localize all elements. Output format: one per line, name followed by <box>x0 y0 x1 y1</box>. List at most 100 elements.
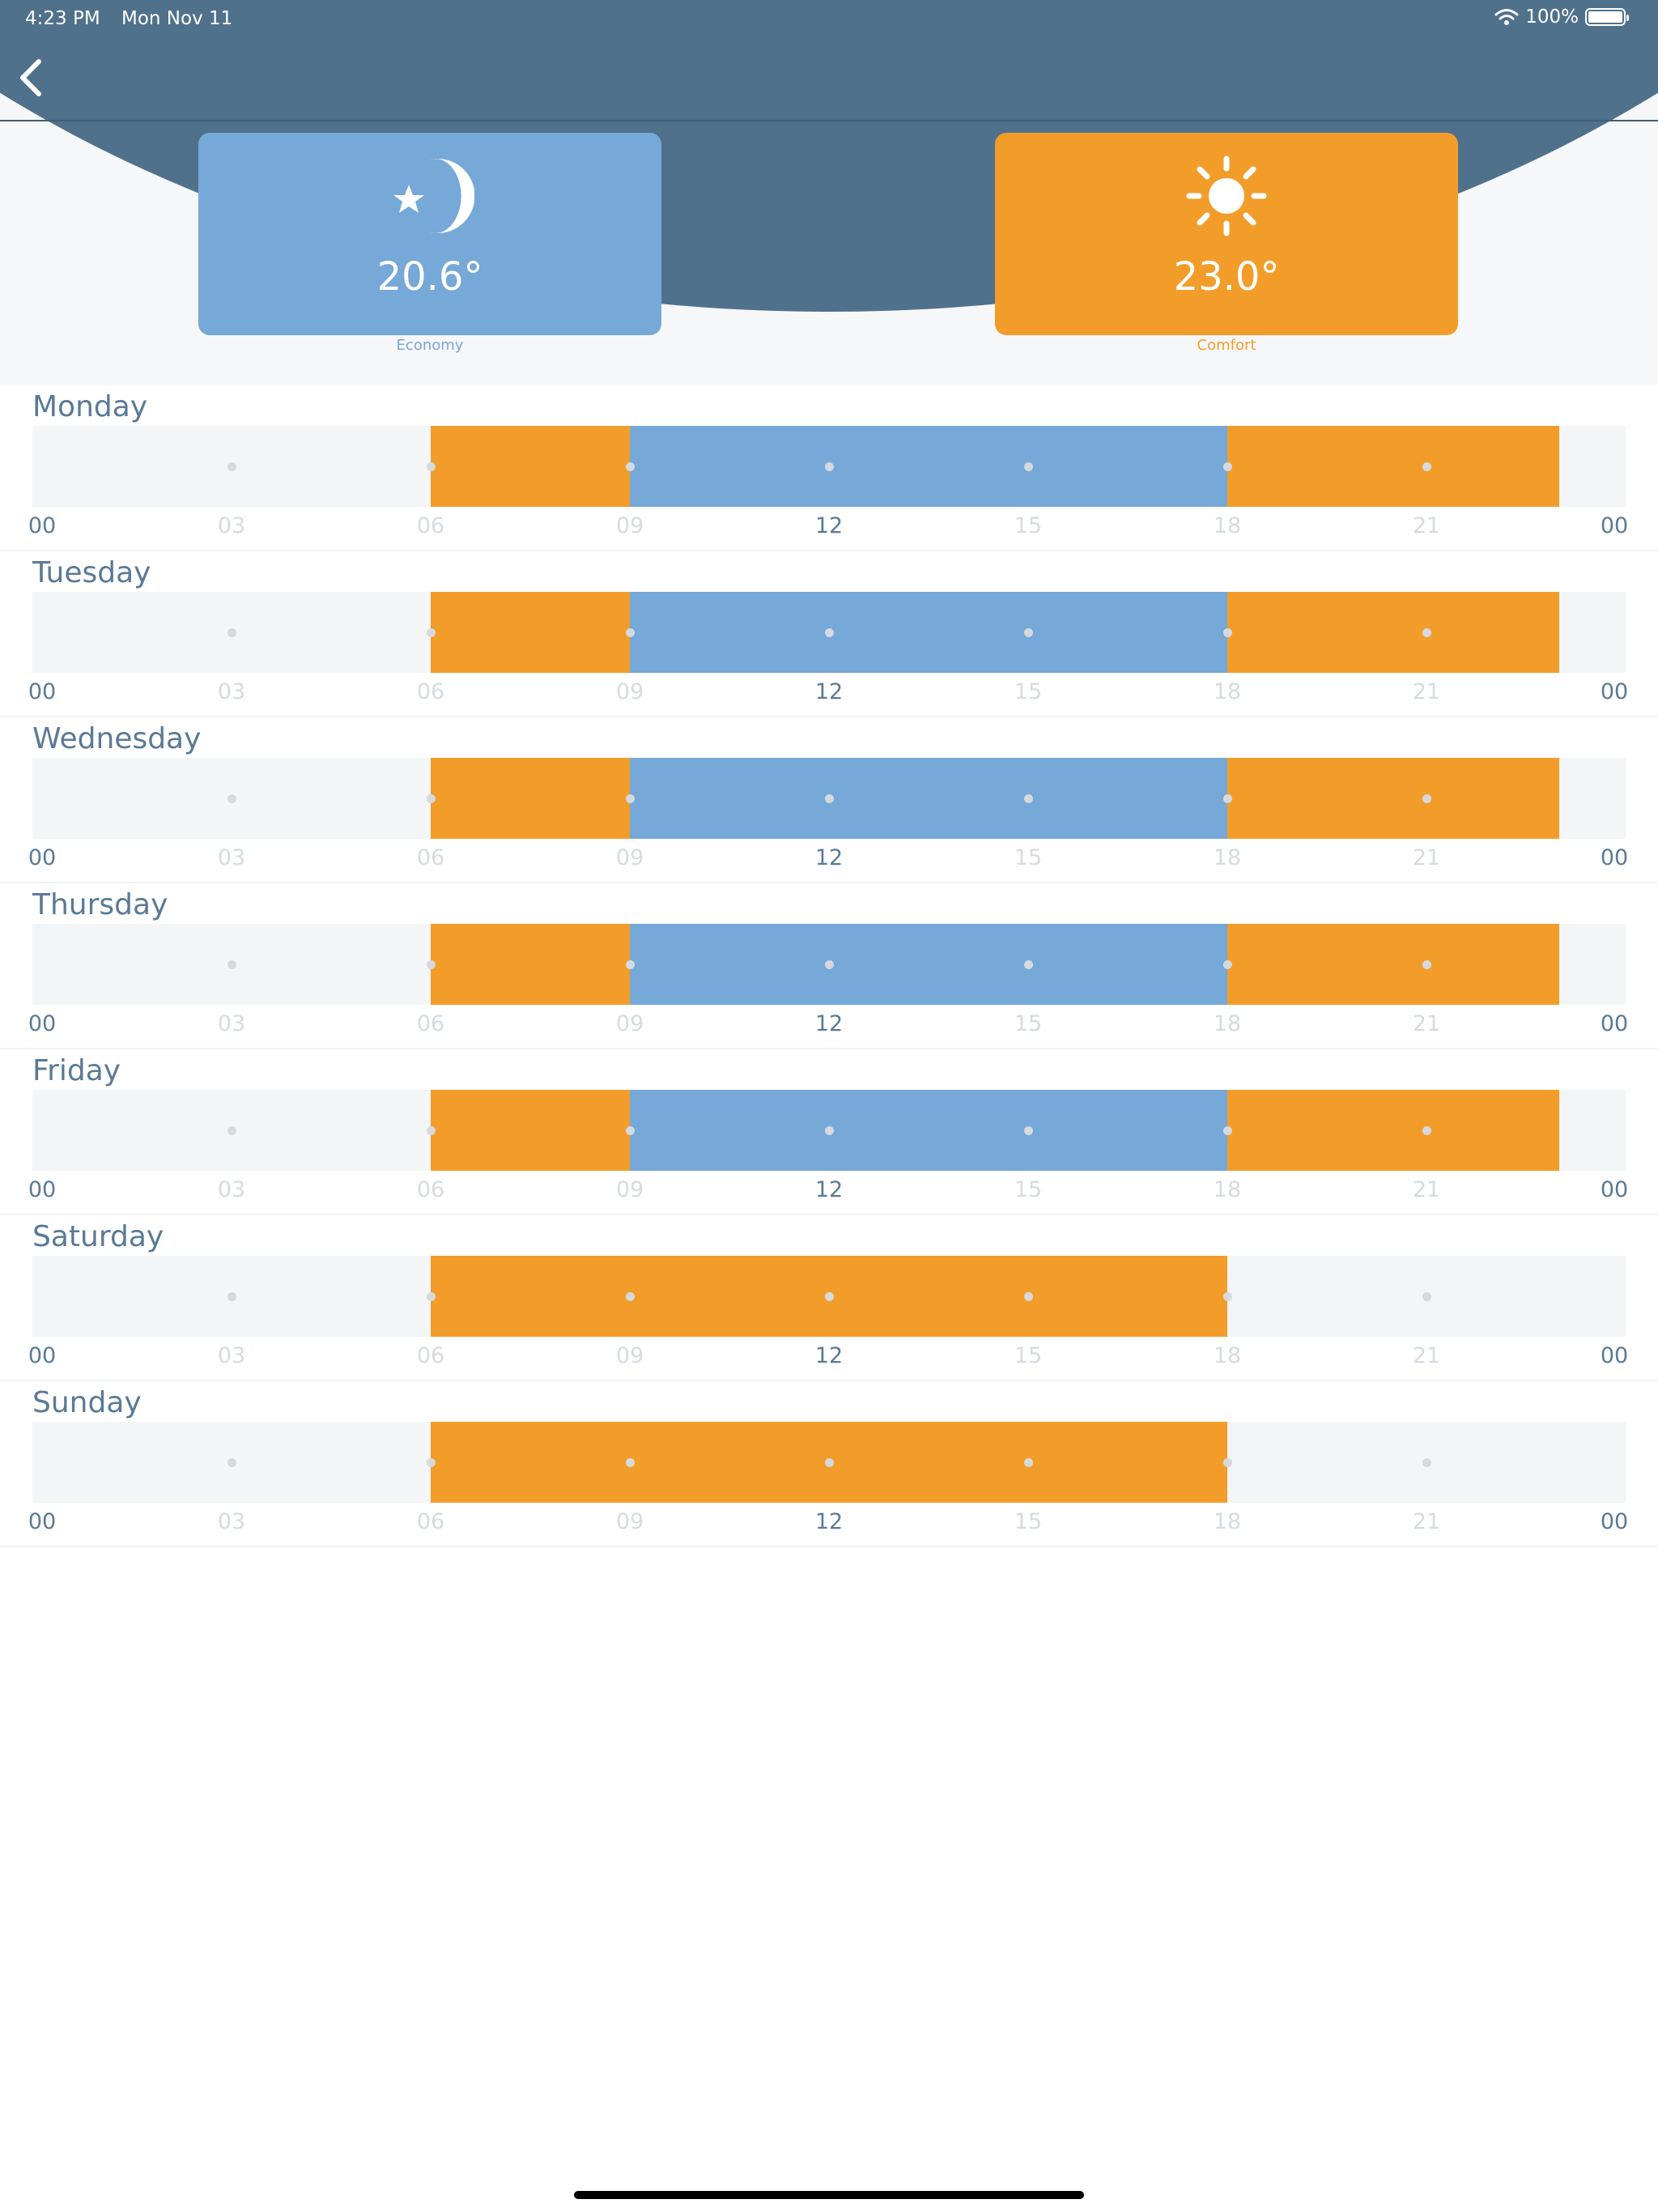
hour-marker-dot <box>626 628 635 637</box>
comfort-mode-card[interactable]: 23.0° <box>995 133 1458 335</box>
wifi-icon <box>1494 8 1519 26</box>
hour-tick-label: 09 <box>615 1509 644 1534</box>
status-time: 4:23 PM <box>25 8 100 29</box>
day-row: Wednesday 00 03 06 09 12 15 18 21 00 <box>0 717 1658 883</box>
hour-tick-label: 06 <box>416 1177 445 1202</box>
economy-mode-card[interactable]: 20.6° <box>198 133 661 335</box>
economy-segment[interactable] <box>630 1090 1227 1171</box>
hour-tick-label: 03 <box>217 845 246 870</box>
hour-marker-dot <box>427 1292 436 1301</box>
comfort-segment[interactable] <box>431 592 630 673</box>
hour-marker-dot <box>1024 960 1033 969</box>
hour-tick-label: 12 <box>814 679 844 704</box>
hour-marker-dot <box>1223 1126 1232 1135</box>
hour-marker-dot <box>1223 960 1232 969</box>
weekly-schedule: Monday 00 03 06 09 12 15 18 21 00 Tuesday 00 03 06 09 1… <box>0 385 1658 1547</box>
economy-segment[interactable] <box>630 426 1227 507</box>
hour-marker-dot <box>1422 1458 1431 1467</box>
comfort-label: Comfort <box>1197 337 1256 354</box>
comfort-segment[interactable] <box>1227 924 1559 1005</box>
hour-tick-label: 06 <box>416 1509 445 1534</box>
hour-tick-label: 21 <box>1412 845 1441 870</box>
day-timeline[interactable] <box>32 1256 1626 1337</box>
hour-tick-label: 06 <box>416 845 445 870</box>
hour-tick-label: 06 <box>416 1011 445 1036</box>
hour-marker-dot <box>825 794 834 803</box>
hour-tick-label: 18 <box>1213 1343 1242 1368</box>
hour-marker-dot <box>427 1126 436 1135</box>
hour-tick-label: 00 <box>1600 1343 1629 1368</box>
hour-tick-label: 09 <box>615 845 644 870</box>
moon-star-icon <box>198 155 661 236</box>
hour-tick-label: 18 <box>1213 1011 1242 1036</box>
hour-marker-dot <box>1422 1292 1431 1301</box>
day-timeline[interactable] <box>32 592 1626 673</box>
hour-tick-label: 12 <box>814 1343 844 1368</box>
back-button[interactable] <box>15 57 49 99</box>
hour-marker-dot <box>227 462 236 471</box>
hour-marker-dot <box>825 1292 834 1301</box>
day-name: Sunday <box>32 1386 142 1419</box>
hour-tick-label: 00 <box>28 679 57 704</box>
comfort-segment[interactable] <box>431 758 630 839</box>
day-name: Friday <box>32 1054 121 1087</box>
comfort-segment[interactable] <box>1227 1090 1559 1171</box>
hour-tick-label: 21 <box>1412 513 1441 538</box>
comfort-segment[interactable] <box>431 1090 630 1171</box>
hour-tick-label: 09 <box>615 1343 644 1368</box>
hour-marker-dot <box>227 1292 236 1301</box>
hour-marker-dot <box>1024 1292 1033 1301</box>
hour-marker-dot <box>227 1126 236 1135</box>
day-timeline[interactable] <box>32 426 1626 507</box>
comfort-segment[interactable] <box>431 924 630 1005</box>
day-timeline[interactable] <box>32 1422 1626 1503</box>
hour-tick-label: 09 <box>615 1177 644 1202</box>
comfort-segment[interactable] <box>1227 592 1559 673</box>
hour-tick-label: 00 <box>28 1011 57 1036</box>
hour-tick-label: 18 <box>1213 845 1242 870</box>
hour-tick-label: 03 <box>217 513 246 538</box>
day-row: Saturday 00 03 06 09 12 15 18 21 00 <box>0 1215 1658 1381</box>
day-row: Monday 00 03 06 09 12 15 18 21 00 <box>0 385 1658 551</box>
hour-marker-dot <box>626 794 635 803</box>
hour-tick-label: 00 <box>1600 1177 1629 1202</box>
hour-tick-label: 18 <box>1213 513 1242 538</box>
economy-segment[interactable] <box>630 758 1227 839</box>
day-row: Tuesday 00 03 06 09 12 15 18 21 00 <box>0 551 1658 717</box>
hour-marker-dot <box>825 462 834 471</box>
sun-icon <box>995 155 1458 236</box>
hour-marker-dot <box>427 628 436 637</box>
hour-tick-label: 15 <box>1014 1177 1043 1202</box>
comfort-segment[interactable] <box>1227 758 1559 839</box>
economy-segment[interactable] <box>630 924 1227 1005</box>
hour-tick-label: 12 <box>814 1509 844 1534</box>
day-timeline[interactable] <box>32 924 1626 1005</box>
hour-marker-dot <box>227 794 236 803</box>
hour-tick-label: 15 <box>1014 679 1043 704</box>
hour-marker-dot <box>1223 794 1232 803</box>
hour-tick-label: 00 <box>28 1343 57 1368</box>
battery-percent: 100% <box>1525 6 1579 28</box>
hour-tick-label: 09 <box>615 679 644 704</box>
comfort-segment[interactable] <box>431 426 630 507</box>
hour-marker-dot <box>427 1458 436 1467</box>
hour-marker-dot <box>626 1292 635 1301</box>
hour-marker-dot <box>1422 794 1431 803</box>
status-date: Mon Nov 11 <box>121 8 233 29</box>
hour-tick-label: 00 <box>28 1177 57 1202</box>
hour-marker-dot <box>1024 794 1033 803</box>
day-name: Saturday <box>32 1220 164 1253</box>
hour-tick-label: 15 <box>1014 1011 1043 1036</box>
day-row: Sunday 00 03 06 09 12 15 18 21 00 <box>0 1381 1658 1547</box>
hour-tick-label: 21 <box>1412 1343 1441 1368</box>
hour-tick-label: 15 <box>1014 1509 1043 1534</box>
day-timeline[interactable] <box>32 758 1626 839</box>
day-timeline[interactable] <box>32 1090 1626 1171</box>
hour-tick-label: 03 <box>217 1011 246 1036</box>
battery-icon <box>1585 8 1629 26</box>
hour-tick-label: 00 <box>28 845 57 870</box>
comfort-temperature: 23.0° <box>1173 254 1280 300</box>
hour-marker-dot <box>1223 462 1232 471</box>
comfort-segment[interactable] <box>1227 426 1559 507</box>
economy-segment[interactable] <box>630 592 1227 673</box>
